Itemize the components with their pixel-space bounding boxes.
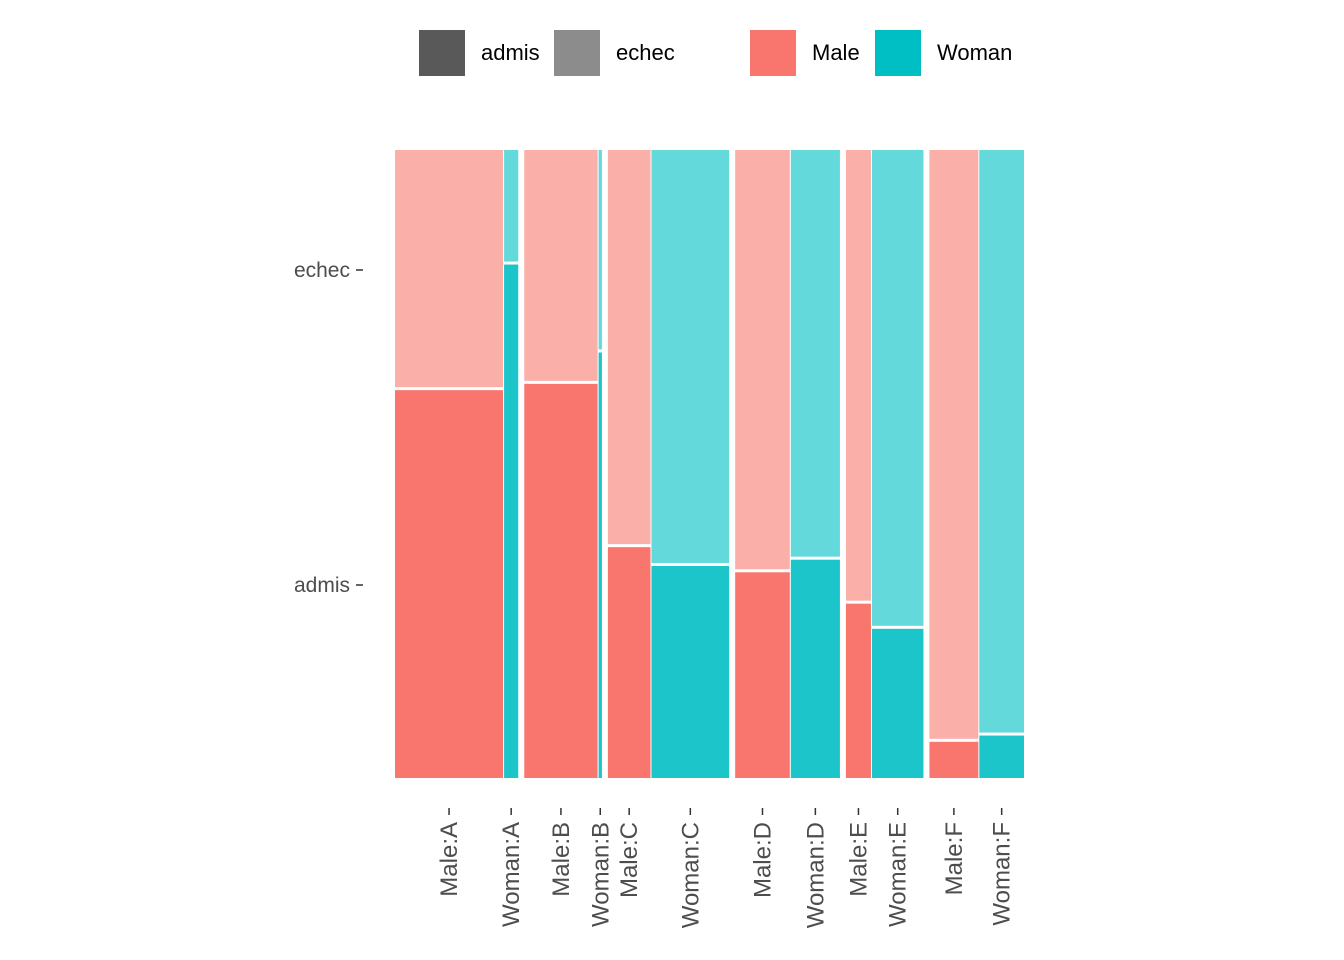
x-tick-label-male-b: Male:B <box>548 822 575 897</box>
x-tick-label-male-f: Male:F <box>941 822 968 895</box>
mosaic-cell-admis-male-b <box>524 383 598 778</box>
legend-label-echec: echec <box>616 40 675 65</box>
y-tick-label-echec: echec <box>294 259 350 282</box>
legend-item-admis: admis <box>419 30 540 76</box>
mosaic-cell-echec-male-c <box>607 150 651 545</box>
x-tick-label-male-e: Male:E <box>845 822 872 897</box>
mosaic-cell-echec-woman-d <box>790 150 840 557</box>
mosaic-cell-echec-woman-a <box>504 150 519 262</box>
mosaic-cell-echec-male-d <box>735 150 790 570</box>
mosaic-cell-echec-male-b <box>524 150 598 381</box>
mosaic-cell-admis-woman-f <box>979 735 1024 778</box>
mosaic-cell-admis-male-c <box>607 547 651 778</box>
x-tick-label-woman-f: Woman:F <box>989 822 1016 926</box>
mosaic-cell-echec-woman-c <box>651 150 730 563</box>
x-tick-label-woman-e: Woman:E <box>885 822 912 927</box>
legend-swatch-woman <box>875 30 921 76</box>
x-tick-label-male-c: Male:C <box>616 822 643 898</box>
mosaic-cell-admis-male-f <box>929 741 979 778</box>
legend: admis echec Male Woman <box>0 0 1344 100</box>
legend-label-male: Male <box>812 40 860 65</box>
mosaic-cell-echec-male-a <box>395 150 504 388</box>
legend-swatch-male <box>750 30 796 76</box>
legend-item-echec: echec <box>554 30 675 76</box>
mosaic-cell-admis-male-d <box>735 572 790 778</box>
mosaic-cell-admis-woman-e <box>871 628 924 778</box>
y-tick-label-admis: admis <box>294 574 350 597</box>
mosaic-cell-echec-woman-f <box>979 150 1024 733</box>
mosaic-cell-echec-woman-e <box>871 150 924 626</box>
legend-label-woman: Woman <box>937 40 1013 65</box>
mosaic-cell-admis-woman-b <box>598 352 602 778</box>
x-tick-label-male-a: Male:A <box>436 822 463 897</box>
mosaic-cell-admis-woman-d <box>790 559 840 778</box>
mosaic-cell-admis-male-e <box>845 603 871 778</box>
legend-item-male: Male <box>750 30 860 76</box>
x-tick-label-woman-a: Woman:A <box>498 822 525 927</box>
legend-label-admis: admis <box>481 40 540 65</box>
x-tick-label-woman-b: Woman:B <box>587 822 614 927</box>
mosaic-cell-admis-woman-c <box>651 565 730 778</box>
x-tick-label-woman-c: Woman:C <box>677 822 704 928</box>
legend-swatch-echec <box>554 30 600 76</box>
mosaic-cell-echec-woman-b <box>598 150 602 350</box>
x-tick-label-woman-d: Woman:D <box>802 822 829 928</box>
mosaic-cell-echec-male-f <box>929 150 979 739</box>
mosaic-cell-admis-male-a <box>395 390 504 778</box>
legend-swatch-admis <box>419 30 465 76</box>
legend-item-woman: Woman <box>875 30 1012 76</box>
mosaic-cell-admis-woman-a <box>504 264 519 778</box>
mosaic-cell-echec-male-e <box>845 150 871 601</box>
x-tick-label-male-d: Male:D <box>749 822 776 898</box>
